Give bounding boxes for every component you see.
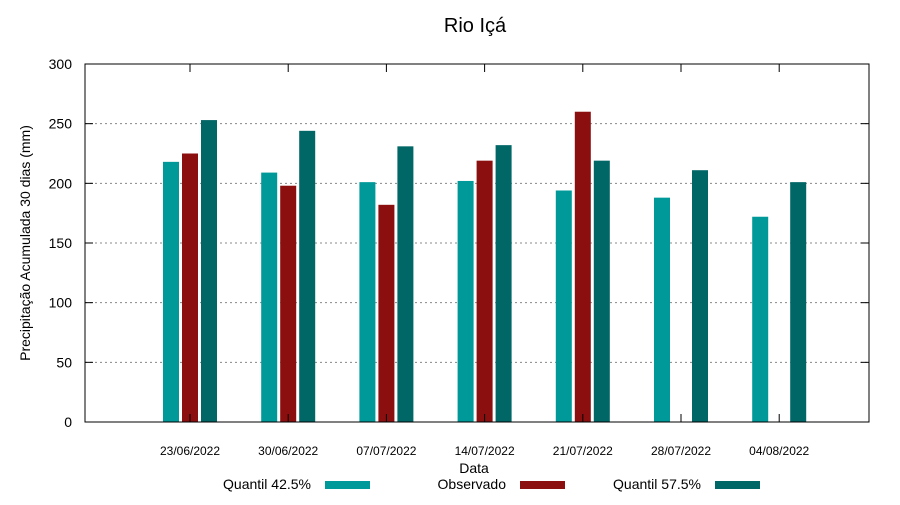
legend-label: Observado bbox=[438, 476, 507, 492]
y-tick-label: 50 bbox=[56, 354, 72, 370]
y-tick-label: 150 bbox=[49, 235, 73, 251]
bar-quantil-57-5 bbox=[201, 120, 217, 422]
bar-quantil-42-5 bbox=[654, 197, 670, 422]
y-axis-label: Precipitação Acumulada 30 dias (mm) bbox=[17, 125, 33, 361]
bar-quantil-42-5 bbox=[359, 182, 376, 422]
x-axis-label: Data bbox=[459, 460, 489, 476]
bars bbox=[163, 111, 807, 422]
x-tick-label: 28/07/2022 bbox=[651, 444, 711, 458]
bar-quantil-42-5 bbox=[555, 190, 572, 422]
bar-observado bbox=[182, 153, 198, 422]
bar-quantil-57-5 bbox=[790, 182, 807, 422]
legend-label: Quantil 42.5% bbox=[223, 476, 311, 492]
y-tick-label: 300 bbox=[49, 56, 73, 72]
axis-ticks: 0 50 100 150 200 250 300 23/06/2022 30/06/2022 07… bbox=[49, 56, 869, 458]
legend-swatch bbox=[715, 481, 760, 489]
bar-quantil-57-5 bbox=[397, 146, 414, 422]
bar-quantil-57-5 bbox=[593, 160, 610, 422]
bar-quantil-57-5 bbox=[692, 170, 708, 422]
bar-observado bbox=[280, 185, 297, 422]
y-tick-label: 200 bbox=[49, 175, 73, 191]
bar-quantil-57-5 bbox=[495, 145, 512, 422]
bar-observado bbox=[574, 111, 591, 422]
bar-quantil-42-5 bbox=[163, 161, 179, 422]
legend-label: Quantil 57.5% bbox=[613, 476, 701, 492]
y-tick-label: 100 bbox=[49, 295, 73, 311]
legend-swatch bbox=[325, 481, 370, 489]
x-tick-label: 30/06/2022 bbox=[258, 444, 318, 458]
bar-observado bbox=[378, 204, 395, 422]
x-tick-label: 07/07/2022 bbox=[356, 444, 416, 458]
bar-observado bbox=[476, 160, 493, 422]
y-tick-label: 0 bbox=[64, 414, 72, 430]
x-tick-label: 14/07/2022 bbox=[455, 444, 515, 458]
bar-quantil-42-5 bbox=[752, 216, 769, 422]
legend-swatch bbox=[520, 481, 565, 489]
y-tick-label: 250 bbox=[49, 116, 73, 132]
bar-quantil-42-5 bbox=[261, 172, 278, 422]
chart-title: Rio Içá bbox=[444, 15, 507, 37]
legend: Quantil 42.5% Observado Quantil 57.5% bbox=[223, 476, 760, 492]
bar-quantil-57-5 bbox=[299, 130, 316, 422]
x-tick-label: 04/08/2022 bbox=[749, 444, 809, 458]
bar-quantil-42-5 bbox=[457, 180, 474, 422]
x-tick-label: 21/07/2022 bbox=[553, 444, 613, 458]
x-tick-label: 23/06/2022 bbox=[160, 444, 220, 458]
